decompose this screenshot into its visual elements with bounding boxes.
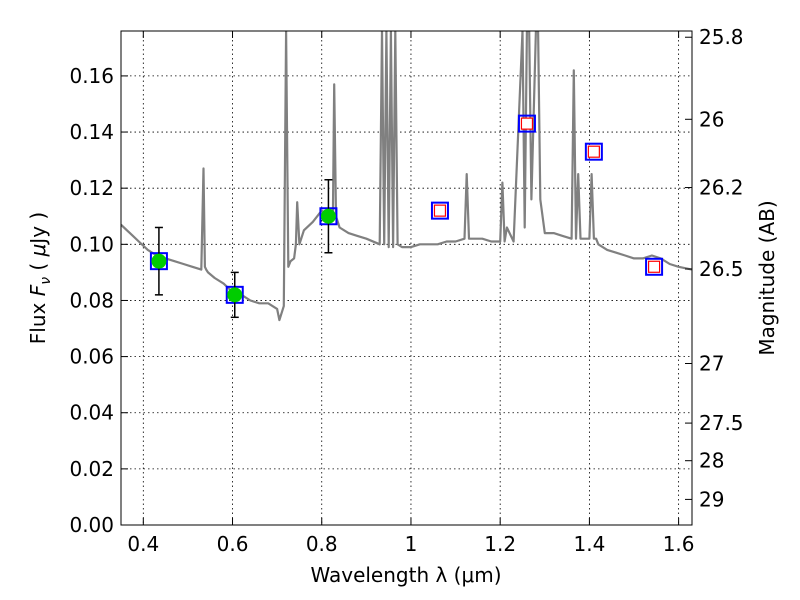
right-tick-label: 27 (699, 351, 724, 375)
right-tick-label: 28 (699, 449, 724, 473)
y-tick-label: 0.08 (69, 288, 114, 312)
y-tick-label: 0.10 (69, 232, 114, 256)
right-tick-label: 25.8 (699, 25, 744, 49)
right-tick-label: 26.2 (699, 176, 744, 200)
observed-limit-square (587, 145, 600, 158)
right-tick-label: 26 (699, 107, 724, 131)
plot-frame (120, 30, 693, 526)
x-tick-label: 1 (405, 532, 418, 556)
y-tick-label: 0.00 (69, 513, 114, 537)
model-spectrum-line (121, 31, 692, 322)
model-photometry-square (645, 257, 664, 276)
y-axis-title: Flux Fν ( μJy ) (26, 212, 54, 344)
marker-layer (149, 114, 664, 319)
y-tick-label: 0.12 (69, 176, 114, 200)
x-tick-label: 1.4 (573, 532, 605, 556)
y-tick-label: 0.14 (69, 120, 114, 144)
model-photometry-square (584, 142, 603, 161)
right-tick-label: 26.5 (699, 257, 744, 281)
right-tick-label: 27.5 (699, 411, 744, 435)
y-tick-label: 0.06 (69, 345, 114, 369)
right-tick-label: 29 (699, 487, 724, 511)
y-tick-label: 0.04 (69, 401, 114, 425)
model-photometry-square (430, 201, 449, 220)
y-tick-label: 0.02 (69, 457, 114, 481)
y-axis-title-unit: Jy ) (26, 212, 50, 246)
x-tick-label: 0.6 (217, 532, 249, 556)
grid-layer (121, 31, 692, 525)
y-axis-title-post: ( (26, 256, 50, 277)
x-tick-label: 1.6 (663, 532, 695, 556)
tick-layer: 0.4 0.6 0.8 1 1.2 1.4 1.6 0.00 0.02 0.04 0.06 0.08 0… (69, 25, 743, 556)
x-axis-title: Wavelength λ (μm) (310, 563, 501, 587)
y-axis-title-pre: Flux (26, 296, 50, 344)
y-tick-label: 0.16 (69, 64, 114, 88)
spectrum-layer (121, 31, 692, 322)
model-photometry-square (517, 114, 536, 133)
observed-detection-point (151, 253, 167, 269)
observed-detection-point (227, 287, 243, 303)
y-axis-title-symbol: F (26, 284, 50, 296)
observed-limit-square (647, 260, 661, 273)
right-axis-title: Magnitude (AB) (755, 200, 779, 355)
observed-detection-point (320, 208, 336, 224)
y-axis-title-subscript: ν (38, 277, 54, 285)
x-tick-label: 1.2 (484, 532, 516, 556)
x-tick-label: 0.8 (306, 532, 338, 556)
observed-limit-square (433, 204, 447, 217)
observed-limit-square (520, 117, 534, 130)
y-axis-title-mu: μ (26, 244, 50, 258)
x-tick-label: 0.4 (127, 532, 159, 556)
